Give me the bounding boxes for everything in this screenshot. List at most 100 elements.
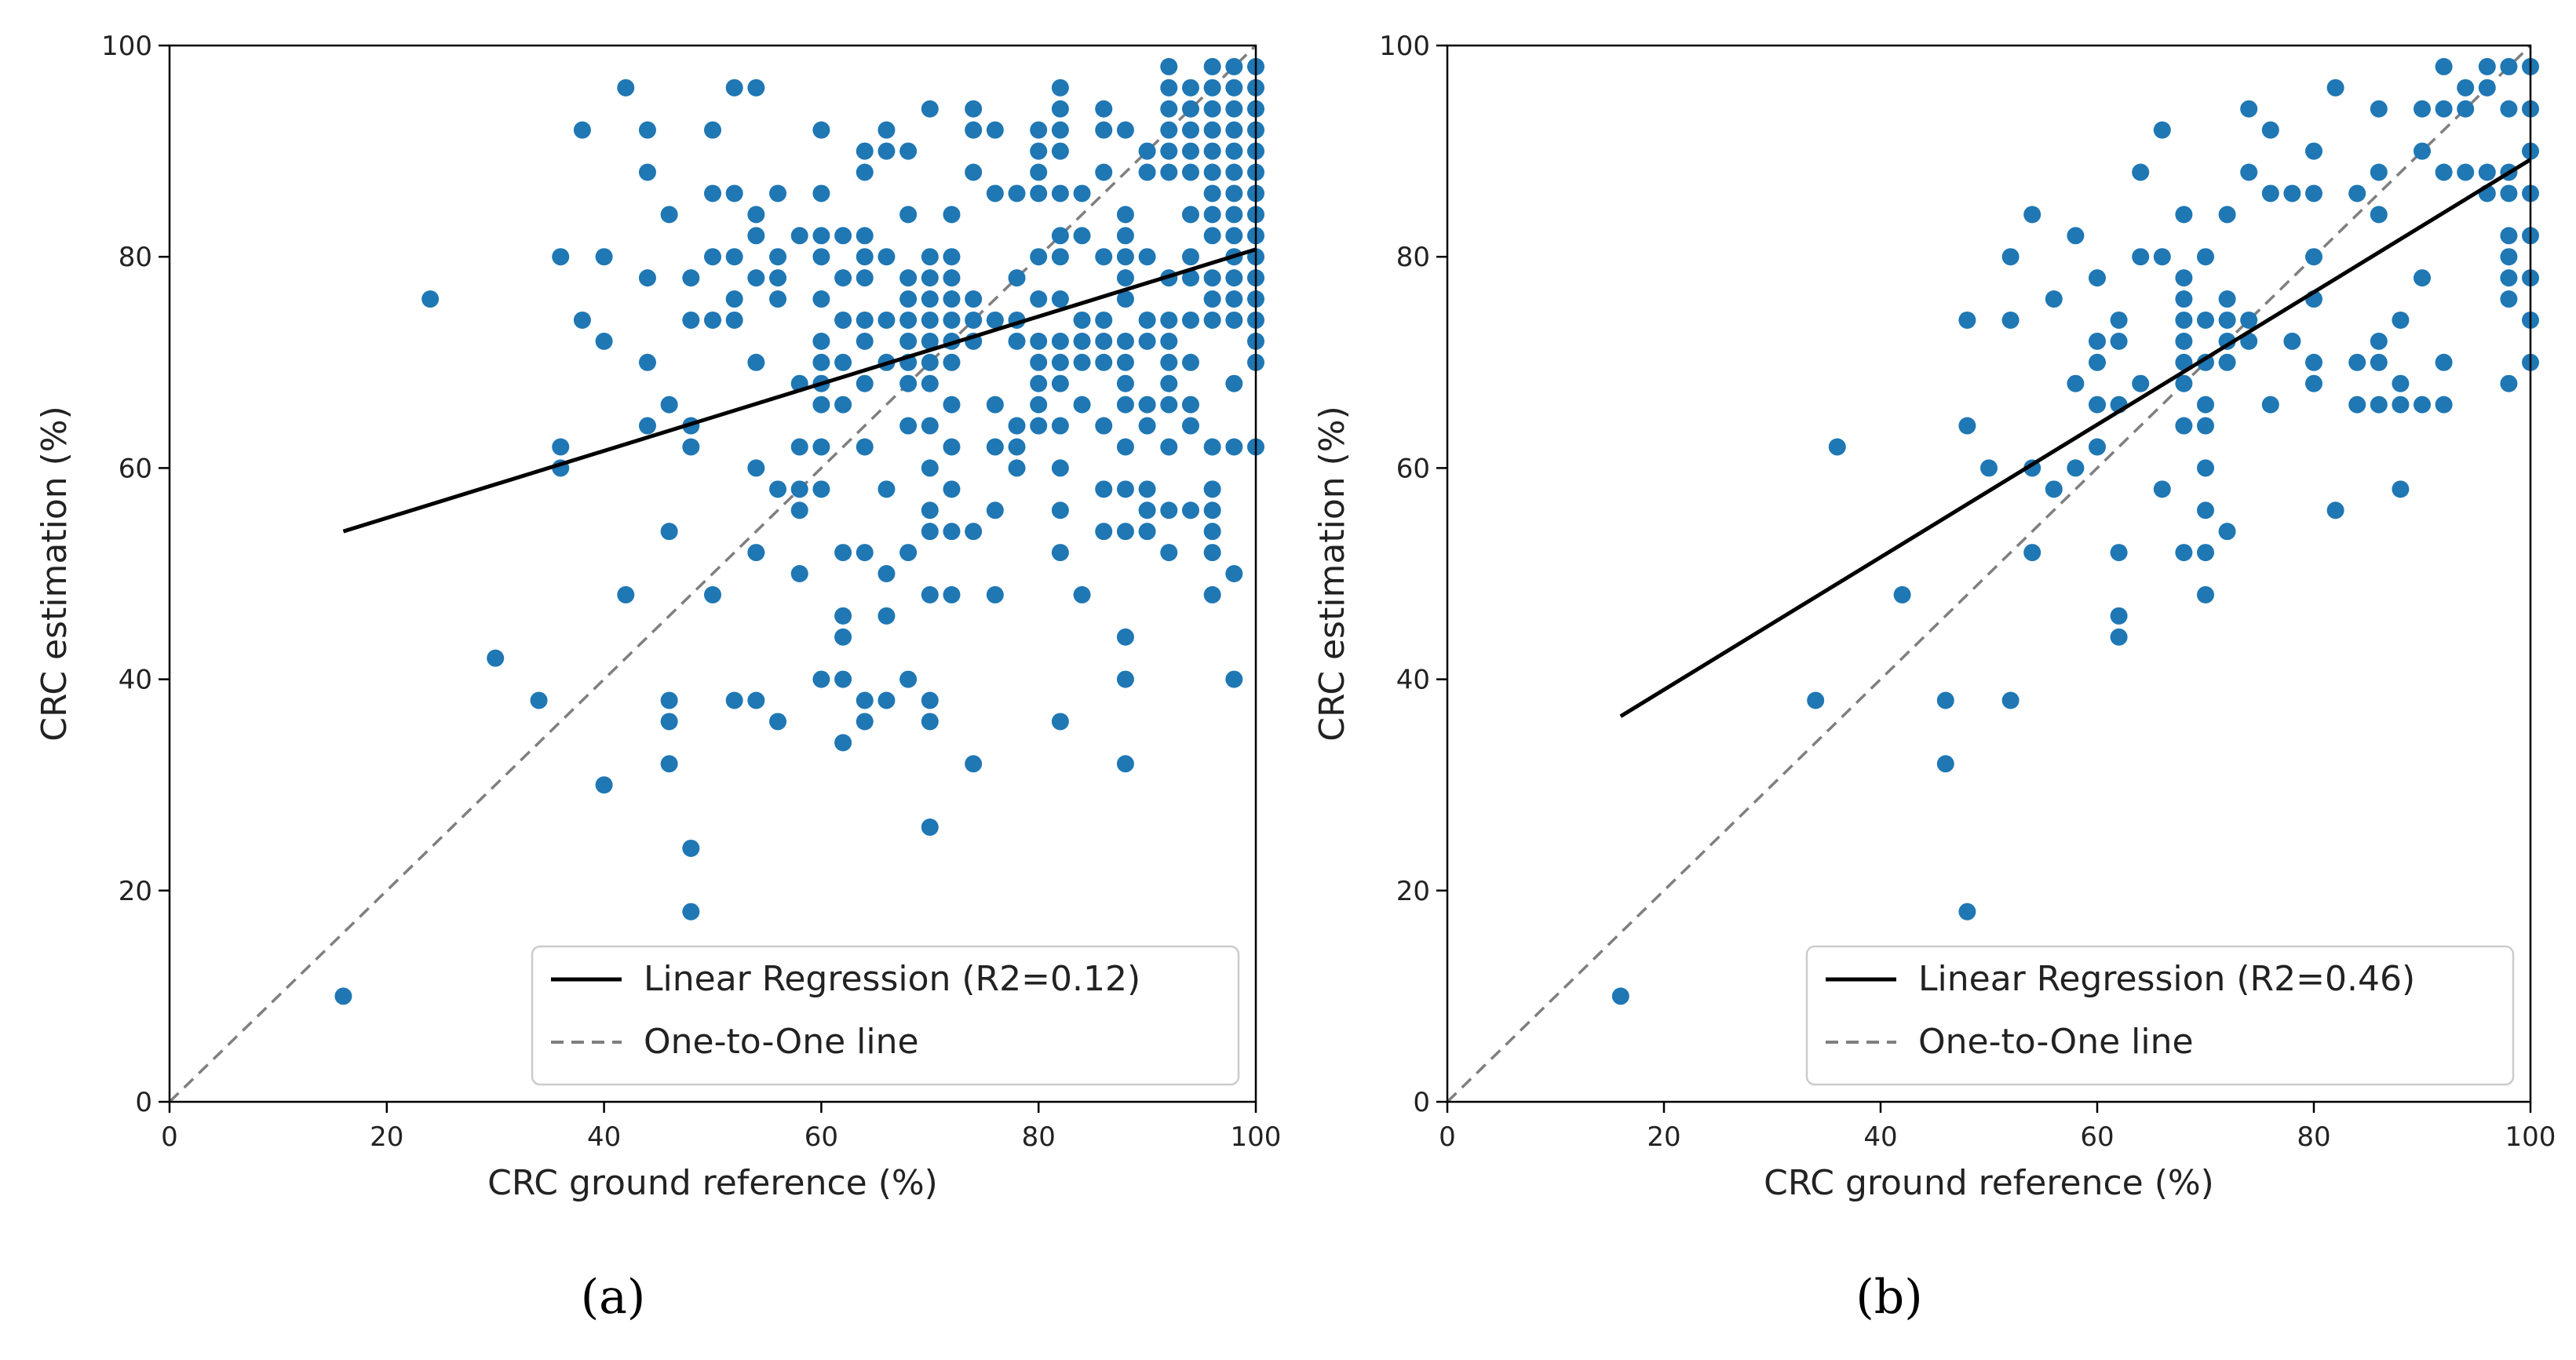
data-point bbox=[660, 713, 678, 731]
data-point bbox=[921, 459, 939, 477]
data-point bbox=[921, 290, 939, 308]
data-point bbox=[2197, 396, 2214, 414]
data-point bbox=[943, 480, 961, 498]
data-point bbox=[1116, 480, 1134, 498]
data-point bbox=[487, 649, 505, 667]
data-point bbox=[2218, 290, 2236, 308]
x-tick-label: 0 bbox=[161, 1121, 178, 1153]
data-point bbox=[1116, 269, 1134, 287]
data-point bbox=[878, 480, 896, 498]
data-point bbox=[421, 290, 440, 308]
data-point bbox=[1225, 374, 1243, 392]
data-point bbox=[2218, 206, 2236, 224]
data-point bbox=[2110, 311, 2128, 329]
y-tick-label: 100 bbox=[1379, 31, 1430, 62]
x-tick-label: 20 bbox=[370, 1121, 403, 1153]
legend: Linear Regression (R2=0.46) One-to-One li… bbox=[1805, 945, 2515, 1086]
data-point bbox=[660, 755, 678, 773]
legend-box bbox=[531, 945, 1240, 1086]
data-point bbox=[1936, 755, 1954, 773]
data-point bbox=[1203, 142, 1221, 160]
data-point bbox=[1203, 311, 1221, 329]
data-point bbox=[899, 290, 918, 308]
data-point bbox=[725, 691, 743, 709]
scatter-points bbox=[334, 57, 1264, 1005]
data-point bbox=[2500, 57, 2518, 75]
data-point bbox=[1160, 501, 1178, 520]
data-point bbox=[834, 269, 852, 287]
data-point bbox=[552, 438, 570, 456]
data-point bbox=[1095, 417, 1113, 435]
y-tick-label: 80 bbox=[1396, 242, 1430, 273]
data-point bbox=[660, 206, 678, 224]
data-point bbox=[986, 121, 1004, 139]
data-point bbox=[1008, 417, 1026, 435]
data-point bbox=[1116, 332, 1134, 350]
data-point bbox=[1138, 332, 1156, 350]
data-point bbox=[2175, 269, 2193, 287]
data-point bbox=[2153, 480, 2171, 498]
data-point bbox=[1958, 417, 1976, 435]
data-point bbox=[1095, 332, 1113, 350]
data-point bbox=[747, 691, 765, 709]
y-tick-label: 0 bbox=[1413, 1087, 1430, 1118]
legend-regression-label: Linear Regression (R2=0.46) bbox=[1918, 959, 2415, 999]
data-point bbox=[943, 248, 961, 266]
data-point bbox=[1051, 417, 1069, 435]
data-point bbox=[2218, 311, 2236, 329]
data-point bbox=[943, 206, 961, 224]
data-point bbox=[1116, 206, 1134, 224]
data-point bbox=[943, 290, 961, 308]
data-point bbox=[769, 480, 787, 498]
one-to-one-line bbox=[168, 44, 1257, 1103]
data-point bbox=[899, 269, 918, 287]
data-point bbox=[2435, 163, 2453, 181]
data-point bbox=[2045, 480, 2063, 498]
data-point bbox=[2283, 184, 2301, 202]
data-point bbox=[812, 184, 830, 202]
data-point bbox=[682, 839, 700, 857]
data-point bbox=[2153, 121, 2171, 139]
data-point bbox=[704, 311, 721, 329]
data-point bbox=[1225, 57, 1243, 75]
data-point bbox=[1051, 713, 1069, 731]
data-point bbox=[2305, 184, 2322, 202]
data-point bbox=[1181, 121, 1199, 139]
data-point bbox=[812, 670, 830, 688]
data-point bbox=[1116, 628, 1134, 646]
data-point bbox=[1203, 121, 1221, 139]
data-point bbox=[1181, 206, 1199, 224]
data-point bbox=[899, 544, 918, 562]
data-point bbox=[899, 670, 918, 688]
data-point bbox=[812, 290, 830, 308]
data-point bbox=[965, 290, 983, 308]
data-point bbox=[2500, 248, 2518, 266]
data-point bbox=[2478, 78, 2496, 97]
data-point bbox=[2197, 248, 2214, 266]
data-point bbox=[2305, 374, 2322, 392]
data-point bbox=[1160, 438, 1178, 456]
data-point bbox=[899, 417, 918, 435]
chart-panel-a: 0 20 40 60 80 100 0 20 40 60 80 100 CRC ground refer… bbox=[35, 31, 1281, 1203]
data-point bbox=[1116, 438, 1134, 456]
data-point bbox=[2240, 100, 2258, 118]
data-point bbox=[1073, 396, 1091, 414]
data-point bbox=[2132, 374, 2150, 392]
data-point bbox=[1203, 78, 1221, 97]
data-point bbox=[2001, 311, 2020, 329]
data-point bbox=[638, 163, 656, 181]
data-point bbox=[2240, 311, 2258, 329]
data-point bbox=[1160, 78, 1178, 97]
data-point bbox=[1073, 353, 1091, 371]
data-point bbox=[943, 269, 961, 287]
x-tick-label: 100 bbox=[1231, 1121, 1282, 1153]
data-point bbox=[1116, 396, 1134, 414]
data-point bbox=[1138, 523, 1156, 541]
regression-line bbox=[342, 247, 1257, 534]
data-point bbox=[1225, 100, 1243, 118]
data-point bbox=[660, 523, 678, 541]
data-point bbox=[1051, 332, 1069, 350]
data-point bbox=[812, 121, 830, 139]
data-point bbox=[747, 353, 765, 371]
y-tick-label: 20 bbox=[1396, 876, 1430, 907]
